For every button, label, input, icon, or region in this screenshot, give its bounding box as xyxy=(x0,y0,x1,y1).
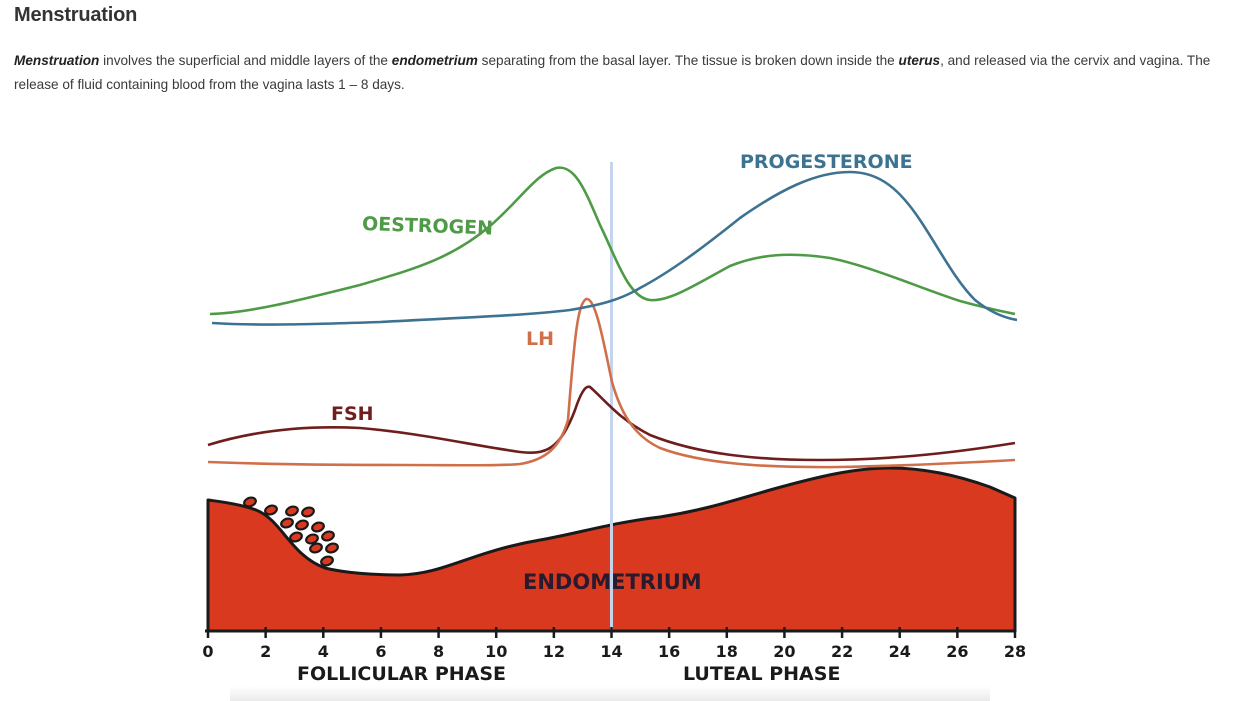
lh-curve xyxy=(207,297,1016,469)
progesterone-curve xyxy=(211,170,1018,326)
blood-drop-10 xyxy=(321,530,335,542)
blood-drop-13 xyxy=(320,555,334,567)
menstrual-cycle-diagram: 0 2 4 6 8 10 12 14 16 18 20 22 24 26 28 OESTROGEN PROG… xyxy=(0,130,1241,701)
blood-drop-2 xyxy=(264,504,278,516)
blood-drop-3 xyxy=(285,505,299,517)
blood-drop-8 xyxy=(289,531,303,543)
blood-drop-1 xyxy=(243,496,257,508)
x-tick-label-16: 16 xyxy=(658,642,680,661)
x-tick-label-14: 14 xyxy=(600,642,622,661)
blood-drop-6 xyxy=(295,519,309,531)
oestrogen-label: OESTROGEN xyxy=(362,213,494,240)
blood-drop-11 xyxy=(309,542,323,554)
x-tick-label-28: 28 xyxy=(1004,642,1026,661)
x-tick-label-10: 10 xyxy=(485,642,507,661)
paragraph-text-2: separating from the basal layer. The tis… xyxy=(477,53,899,68)
x-axis-ticks xyxy=(206,627,1017,638)
blood-drop-4 xyxy=(301,506,315,518)
blood-drops xyxy=(243,496,339,567)
x-tick-label-18: 18 xyxy=(716,642,738,661)
x-tick-label-4: 4 xyxy=(318,642,329,661)
menstrual-cycle-svg: 0 2 4 6 8 10 12 14 16 18 20 22 24 26 28 OESTROGEN PROG… xyxy=(202,151,1026,701)
x-axis-tick-labels: 0 2 4 6 8 10 12 14 16 18 20 22 24 26 28 xyxy=(202,642,1026,661)
intro-paragraph: Menstruation involves the superficial an… xyxy=(14,49,1219,97)
term-endometrium: endometrium xyxy=(391,53,478,68)
term-uterus: uterus xyxy=(898,53,941,68)
blood-drop-9 xyxy=(305,533,319,545)
x-tick-label-8: 8 xyxy=(433,642,444,661)
progesterone-label: PROGESTERONE xyxy=(740,151,913,173)
luteal-phase-label: LUTEAL PHASE xyxy=(683,663,840,685)
blood-drop-7 xyxy=(311,521,325,533)
x-tick-label-22: 22 xyxy=(831,642,853,661)
x-tick-label-12: 12 xyxy=(543,642,565,661)
x-tick-label-26: 26 xyxy=(946,642,968,661)
page-title: Menstruation xyxy=(14,4,138,26)
x-tick-label-20: 20 xyxy=(773,642,795,661)
bottom-shadow xyxy=(230,685,990,701)
fsh-curve xyxy=(207,385,1016,462)
x-tick-label-6: 6 xyxy=(375,642,386,661)
x-tick-label-24: 24 xyxy=(889,642,911,661)
fsh-label: FSH xyxy=(331,403,374,425)
lh-label: LH xyxy=(526,328,554,350)
paragraph-text-3: , and released via the cervix and vagina… xyxy=(14,53,1211,92)
x-tick-label-2: 2 xyxy=(260,642,271,661)
paragraph-text-1: involves the superficial and middle laye… xyxy=(99,53,392,68)
follicular-phase-label: FOLLICULAR PHASE xyxy=(297,663,506,685)
x-tick-label-0: 0 xyxy=(202,642,213,661)
blood-drop-12 xyxy=(325,542,339,554)
oestrogen-curve xyxy=(209,166,1016,316)
blood-drop-5 xyxy=(280,517,294,529)
term-menstruation: Menstruation xyxy=(14,53,100,68)
endometrium-label: ENDOMETRIUM xyxy=(523,570,702,594)
